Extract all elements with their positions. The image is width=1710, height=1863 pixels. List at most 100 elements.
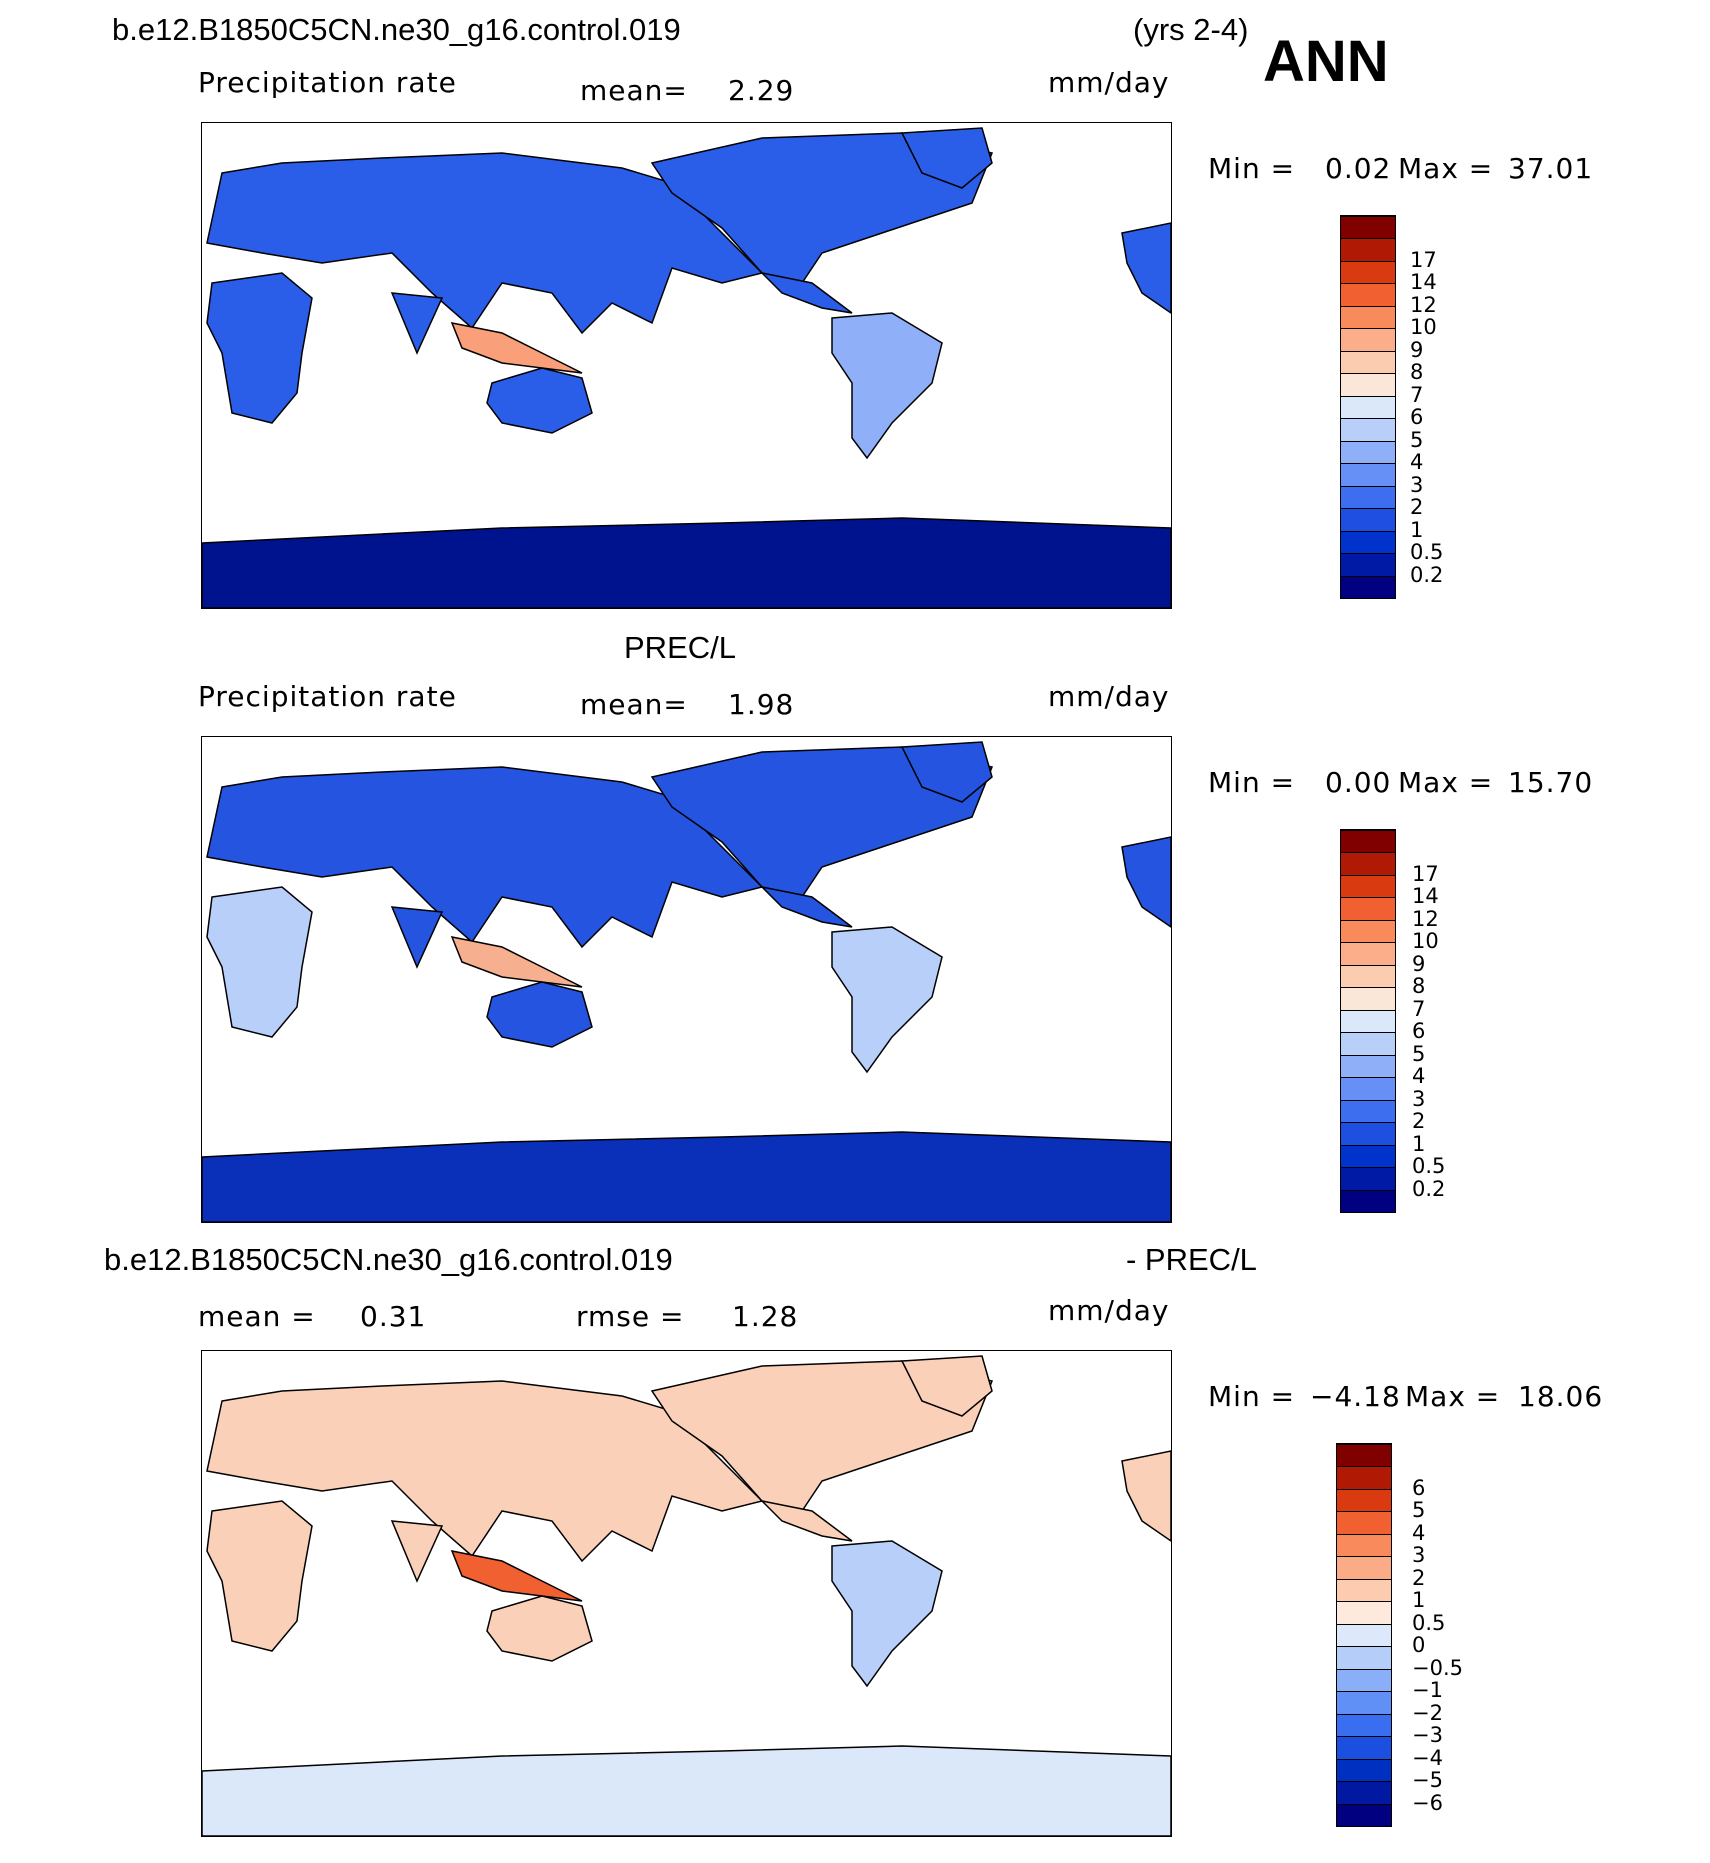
- colorbar-swatch: [1341, 1189, 1395, 1212]
- panel1-min-label: Min =: [1208, 152, 1296, 185]
- colorbar-tick-label: 5: [1412, 1498, 1426, 1523]
- panel2-units: mm/day: [1048, 680, 1170, 713]
- colorbar-tick-label: 7: [1410, 382, 1424, 407]
- colorbar-tick-label: 9: [1410, 337, 1424, 362]
- colorbar-tick-label: 4: [1410, 450, 1424, 475]
- greenland: [900, 127, 993, 189]
- panel1-map: [201, 122, 1172, 609]
- s-america: [831, 1540, 943, 1688]
- panel2-colorbar: [1340, 829, 1396, 1213]
- colorbar-swatch: [1337, 1713, 1391, 1737]
- colorbar-swatch: [1341, 1122, 1395, 1145]
- panel2-mean-label: mean=: [580, 688, 688, 721]
- panel1-units: mm/day: [1048, 66, 1170, 99]
- colorbar-tick-label: 9: [1412, 951, 1426, 976]
- colorbar-swatch: [1341, 919, 1395, 943]
- n-america: [650, 746, 994, 898]
- colorbar-swatch: [1341, 395, 1395, 419]
- colorbar-swatch: [1341, 485, 1395, 509]
- colorbar-swatch: [1341, 897, 1395, 920]
- colorbar-swatch: [1341, 373, 1395, 396]
- colorbar-tick-label: 17: [1410, 247, 1437, 272]
- colorbar-tick-label: 12: [1412, 906, 1439, 931]
- colorbar-swatch: [1341, 987, 1395, 1010]
- eurasia: [206, 766, 764, 949]
- se-asia: [450, 1549, 583, 1602]
- se-asia: [450, 321, 583, 374]
- colorbar-tick-label: 0.5: [1410, 540, 1444, 565]
- c-america: [759, 271, 853, 314]
- africa: [206, 886, 313, 1038]
- colorbar-tick-label: 8: [1410, 360, 1424, 385]
- colorbar-tick-label: −2: [1412, 1700, 1443, 1725]
- panel3-rmse-label: rmse =: [576, 1300, 685, 1333]
- colorbar-tick-label: 7: [1412, 996, 1426, 1021]
- colorbar-tick-label: 6: [1410, 405, 1424, 430]
- colorbar-swatch: [1341, 440, 1395, 464]
- colorbar-swatch: [1341, 216, 1395, 239]
- panel3-max-label: Max =: [1405, 1380, 1501, 1413]
- colorbar-tick-label: 5: [1410, 427, 1424, 452]
- colorbar-swatch: [1341, 1167, 1395, 1190]
- colorbar-swatch: [1337, 1444, 1391, 1467]
- panel3-min-label: Min =: [1208, 1380, 1296, 1413]
- colorbar-swatch: [1337, 1623, 1391, 1647]
- colorbar-swatch: [1341, 830, 1395, 853]
- antarctica: [202, 1131, 1171, 1222]
- colorbar-tick-label: −6: [1412, 1790, 1443, 1815]
- colorbar-swatch: [1341, 305, 1395, 329]
- colorbar-swatch: [1337, 1601, 1391, 1624]
- panel1-variable-label: Precipitation rate: [198, 66, 457, 99]
- colorbar-swatch: [1341, 964, 1395, 988]
- colorbar-tick-label: −5: [1412, 1768, 1443, 1793]
- colorbar-tick-label: 1: [1410, 517, 1424, 542]
- colorbar-swatch: [1341, 874, 1395, 898]
- panel2-min-value: 0.00: [1325, 766, 1392, 799]
- colorbar-swatch: [1341, 418, 1395, 441]
- panel1-max-value: 37.01: [1508, 152, 1594, 185]
- colorbar-tick-label: 10: [1412, 929, 1439, 954]
- c-america: [759, 885, 853, 928]
- panel2-map: [201, 736, 1172, 1223]
- india: [390, 1520, 444, 1583]
- india: [390, 906, 444, 969]
- panel3-min-value: −4.18: [1310, 1380, 1401, 1413]
- colorbar-tick-label: 12: [1410, 292, 1437, 317]
- colorbar-swatch: [1337, 1488, 1391, 1512]
- colorbar-swatch: [1337, 1691, 1391, 1714]
- colorbar-tick-label: 4: [1412, 1520, 1426, 1545]
- panel3-title-right: - PREC/L: [1126, 1242, 1257, 1277]
- colorbar-tick-label: 2: [1412, 1565, 1426, 1590]
- colorbar-swatch: [1337, 1466, 1391, 1489]
- panel2-max-label: Max =: [1398, 766, 1494, 799]
- colorbar-swatch: [1341, 328, 1395, 351]
- colorbar-swatch: [1341, 283, 1395, 306]
- colorbar-swatch: [1337, 1803, 1391, 1826]
- colorbar-swatch: [1341, 1077, 1395, 1100]
- eurasia: [206, 1380, 764, 1563]
- colorbar-tick-label: 14: [1410, 270, 1437, 295]
- panel2-map-svg: [202, 741, 1171, 1222]
- continents: [202, 127, 1171, 608]
- panel1-map-svg: [202, 127, 1171, 608]
- australia: [486, 367, 593, 434]
- colorbar-swatch: [1337, 1736, 1391, 1759]
- africa-east-edge: [1121, 1450, 1171, 1542]
- colorbar-swatch: [1341, 1032, 1395, 1055]
- colorbar-tick-label: 2: [1412, 1109, 1426, 1134]
- c-america: [759, 1499, 853, 1542]
- colorbar-swatch: [1337, 1781, 1391, 1804]
- colorbar-swatch: [1341, 530, 1395, 554]
- colorbar-tick-label: 17: [1412, 861, 1439, 886]
- panel3-rmse-value: 1.28: [732, 1300, 799, 1333]
- continents: [202, 741, 1171, 1222]
- panel2-variable-label: Precipitation rate: [198, 680, 457, 713]
- africa: [206, 1500, 313, 1652]
- colorbar-tick-label: −3: [1412, 1723, 1443, 1748]
- panel1-mean-value: 2.29: [728, 74, 795, 107]
- colorbar-tick-label: 6: [1412, 1475, 1426, 1500]
- colorbar-tick-label: 3: [1410, 472, 1424, 497]
- colorbar-swatch: [1341, 238, 1395, 261]
- antarctica: [202, 517, 1171, 608]
- colorbar-tick-label: −0.5: [1412, 1655, 1463, 1680]
